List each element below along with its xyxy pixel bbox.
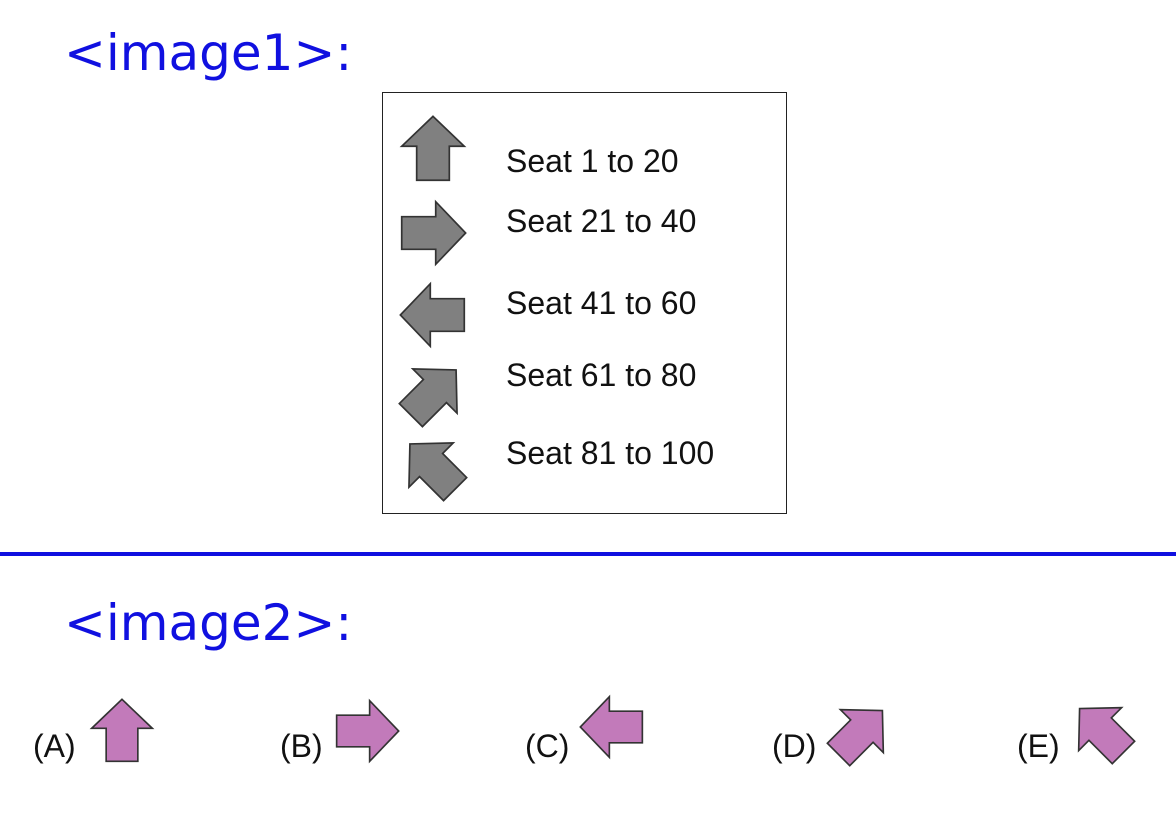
legend-row-seat-41-60: Seat 41 to 60: [383, 277, 786, 349]
section-divider: [0, 552, 1176, 556]
arrow-up-right-icon: [826, 708, 885, 767]
seat-legend: Seat 1 to 20 Seat 21 to 40 Seat 41 to 60…: [382, 92, 787, 514]
option-a[interactable]: (A): [33, 698, 163, 778]
legend-row-seat-81-100: Seat 81 to 100: [383, 429, 786, 502]
option-e[interactable]: (E): [1017, 698, 1147, 778]
option-label: (B): [280, 728, 323, 764]
option-label: (C): [525, 728, 570, 764]
arrow-up-left-icon: [1077, 706, 1136, 765]
option-label: (D): [772, 728, 817, 764]
arrow-left-icon: [399, 281, 466, 349]
option-d[interactable]: (D): [772, 698, 902, 778]
legend-label: Seat 21 to 40: [506, 203, 697, 239]
arrow-up-left-icon: [408, 442, 468, 502]
option-b[interactable]: (B): [280, 698, 410, 778]
legend-row-seat-61-80: Seat 61 to 80: [383, 355, 786, 428]
arrow-up-right-icon: [398, 368, 458, 428]
legend-row-seat-21-40: Seat 21 to 40: [383, 195, 786, 267]
image2-heading: <image2>:: [64, 594, 353, 652]
arrow-up-icon: [399, 115, 467, 182]
arrow-right-icon: [335, 698, 400, 764]
legend-label: Seat 61 to 80: [506, 357, 697, 393]
legend-label: Seat 1 to 20: [506, 143, 679, 179]
option-label: (A): [33, 728, 76, 764]
legend-row-seat-1-20: Seat 1 to 20: [383, 111, 786, 182]
arrow-up-icon: [89, 698, 155, 763]
arrow-left-icon: [579, 694, 644, 760]
legend-label: Seat 81 to 100: [506, 435, 715, 471]
option-c[interactable]: (C): [525, 694, 655, 778]
arrow-right-icon: [400, 199, 467, 267]
option-label: (E): [1017, 728, 1060, 764]
image1-heading: <image1>:: [64, 24, 353, 82]
legend-label: Seat 41 to 60: [506, 285, 697, 321]
